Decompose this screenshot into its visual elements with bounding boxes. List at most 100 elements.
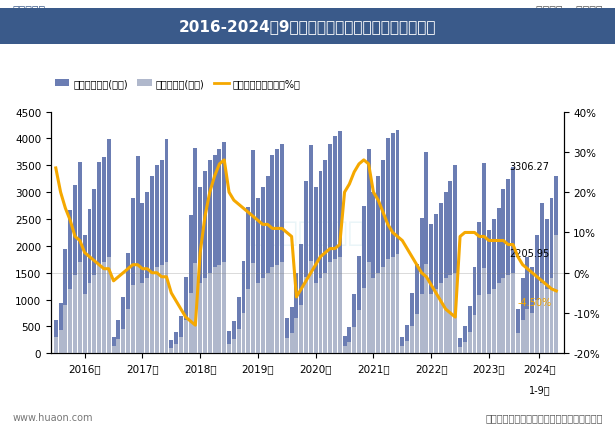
Bar: [266, 177, 269, 354]
Text: www.huaon.com: www.huaon.com: [12, 412, 93, 422]
Text: 1-9月: 1-9月: [529, 384, 550, 394]
Bar: [87, 210, 92, 354]
Bar: [477, 222, 482, 354]
Bar: [290, 308, 293, 354]
Bar: [386, 139, 390, 354]
Bar: [405, 341, 409, 354]
Bar: [242, 262, 245, 354]
Bar: [467, 333, 472, 354]
Bar: [535, 300, 539, 354]
Bar: [395, 131, 400, 354]
Bar: [357, 311, 361, 354]
Bar: [218, 150, 221, 354]
Bar: [78, 262, 82, 354]
Bar: [410, 293, 414, 354]
房地产投资额增速（%）: [119, 271, 127, 276]
Bar: [367, 149, 371, 354]
Bar: [232, 340, 236, 354]
Bar: [222, 262, 226, 354]
Bar: [145, 279, 149, 354]
Bar: [82, 294, 87, 354]
Bar: [501, 190, 506, 354]
Bar: [174, 333, 178, 354]
Bar: [323, 273, 327, 354]
Bar: [338, 132, 342, 354]
Bar: [381, 268, 385, 354]
Legend: 房地产投资额(亿元), 住宅投资额(亿元), 房地产投资额增速（%）: 房地产投资额(亿元), 住宅投资额(亿元), 房地产投资额增速（%）: [50, 75, 304, 92]
Bar: [155, 268, 159, 354]
Bar: [314, 187, 317, 354]
Bar: [227, 331, 231, 354]
Bar: [102, 262, 106, 354]
Bar: [140, 284, 145, 354]
Bar: [448, 276, 453, 354]
Bar: [58, 330, 63, 354]
Bar: [540, 284, 544, 354]
Bar: [131, 285, 135, 354]
Bar: [126, 253, 130, 354]
Bar: [458, 339, 462, 354]
Bar: [545, 219, 549, 354]
Bar: [184, 320, 188, 354]
Bar: [496, 209, 501, 354]
Bar: [111, 347, 116, 354]
Text: -4.50%: -4.50%: [517, 297, 552, 307]
Bar: [371, 193, 375, 354]
Bar: [107, 140, 111, 354]
房地产投资额增速（%）: [52, 166, 60, 171]
Text: 2205.95: 2205.95: [509, 249, 549, 259]
Bar: [169, 348, 173, 354]
Bar: [131, 199, 135, 354]
Bar: [280, 262, 284, 354]
Bar: [261, 279, 264, 354]
Bar: [434, 289, 438, 354]
Bar: [535, 236, 539, 354]
Bar: [467, 306, 472, 354]
Bar: [367, 262, 371, 354]
Bar: [550, 279, 554, 354]
Bar: [319, 171, 322, 354]
Bar: [251, 151, 255, 354]
Bar: [400, 347, 404, 354]
Bar: [198, 284, 202, 354]
Bar: [160, 265, 164, 354]
Bar: [506, 276, 510, 354]
Bar: [107, 257, 111, 354]
Bar: [405, 325, 409, 354]
Bar: [203, 171, 207, 354]
Bar: [227, 344, 231, 354]
Bar: [554, 176, 558, 354]
Bar: [189, 215, 192, 354]
Bar: [160, 161, 164, 354]
房地产投资额增速（%）: [553, 289, 560, 294]
Bar: [87, 284, 92, 354]
Bar: [448, 182, 453, 354]
Bar: [136, 265, 140, 354]
Bar: [68, 210, 72, 354]
Bar: [150, 177, 154, 354]
Bar: [333, 136, 337, 354]
Bar: [309, 146, 313, 354]
Bar: [328, 144, 332, 354]
Bar: [121, 329, 125, 354]
Bar: [530, 268, 534, 354]
Bar: [247, 207, 250, 354]
Bar: [140, 203, 145, 354]
房地产投资额增速（%）: [254, 218, 261, 223]
Bar: [145, 193, 149, 354]
Bar: [285, 319, 289, 354]
Bar: [400, 337, 404, 354]
Bar: [179, 337, 183, 354]
Bar: [247, 289, 250, 354]
Bar: [371, 279, 375, 354]
Text: 2016-2024年9月北京市房地产投资额及住宅投资额: 2016-2024年9月北京市房地产投资额及住宅投资额: [179, 19, 436, 34]
Bar: [218, 265, 221, 354]
Text: 专业严谨 • 客观科学: 专业严谨 • 客观科学: [536, 6, 603, 16]
Bar: [477, 295, 482, 354]
Bar: [261, 187, 264, 354]
Bar: [174, 344, 178, 354]
Bar: [443, 279, 448, 354]
Bar: [102, 158, 106, 354]
Bar: [300, 244, 303, 354]
Bar: [164, 262, 169, 354]
